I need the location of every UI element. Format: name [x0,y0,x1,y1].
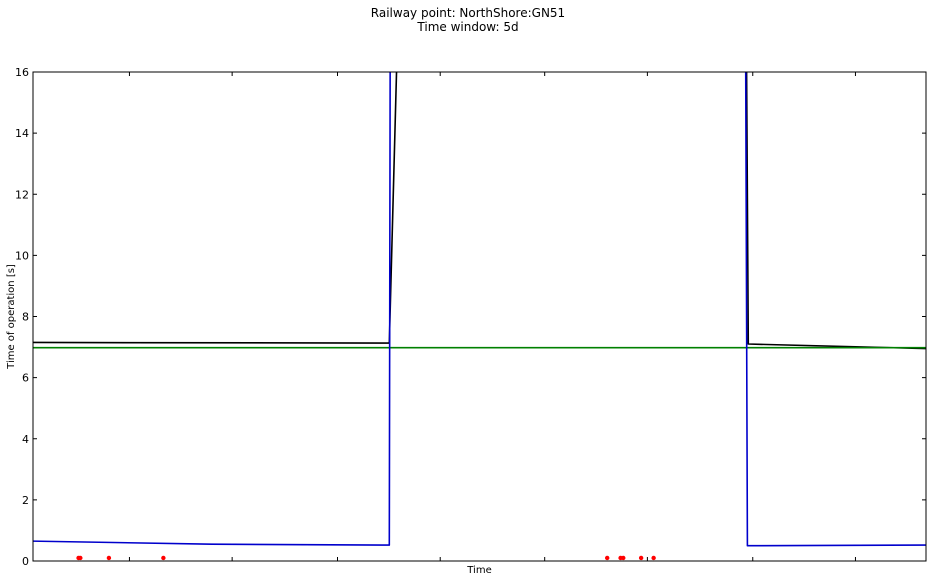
y-tick-label: 4 [22,433,29,446]
y-tick-label: 2 [22,494,29,507]
marker-layer [76,555,656,561]
series-layer [33,72,926,547]
y-axis-ticks: 0 2 4 6 8 10 12 14 16 [15,66,926,568]
series-line-3 [33,72,926,547]
y-tick-label: 0 [22,555,29,568]
marker-point [638,555,644,561]
y-tick-label: 14 [15,127,29,140]
y-tick-label: 12 [15,188,29,201]
marker-point [651,555,656,561]
x-axis-label: Time [466,565,491,576]
chart-title: Railway point: NorthShore:GN51 Time wind… [370,6,566,34]
marker-point [605,555,610,561]
plot-frame [32,71,927,562]
marker-point [78,555,83,561]
marker-point [106,555,112,561]
marker-point [161,555,166,561]
y-axis-label: Time of operation [s] [6,264,17,370]
x-axis-ticks [128,72,856,561]
y-tick-label: 6 [22,372,29,385]
y-tick-label: 10 [15,249,29,262]
marker-point [621,555,626,561]
series-line-1 [33,72,926,350]
y-tick-label: 8 [22,311,29,324]
y-tick-label: 16 [15,66,29,79]
